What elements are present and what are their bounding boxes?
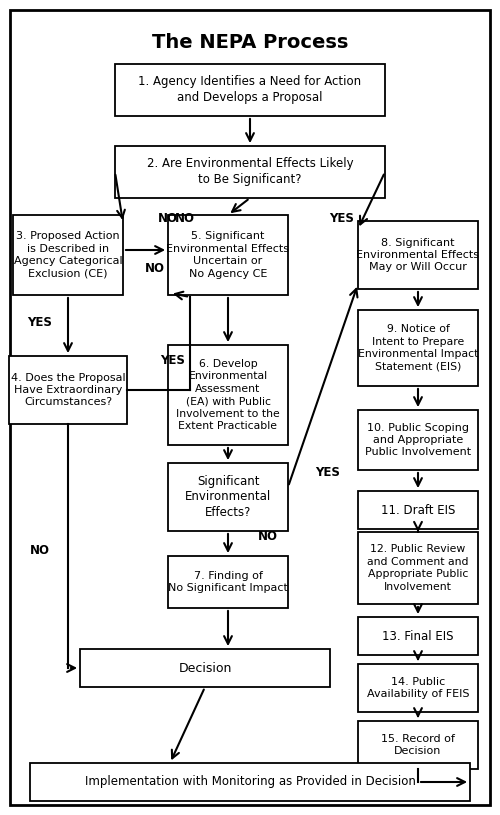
Text: 2. Are Environmental Effects Likely
to Be Significant?: 2. Are Environmental Effects Likely to B… [146,157,354,187]
Text: NO: NO [175,212,195,224]
Text: 10. Public Scoping
and Appropriate
Public Involvement: 10. Public Scoping and Appropriate Publi… [365,423,471,457]
Bar [168,556,288,608]
Text: YES: YES [160,354,185,367]
Text: 13. Final EIS: 13. Final EIS [382,629,454,642]
Bar [168,345,288,445]
Text: YES: YES [315,465,340,478]
Text: 11. Draft EIS: 11. Draft EIS [381,504,455,517]
Bar [358,664,478,712]
Text: 9. Notice of
Intent to Prepare
Environmental Impact
Statement (EIS): 9. Notice of Intent to Prepare Environme… [358,324,478,372]
Text: 14. Public
Availability of FEIS: 14. Public Availability of FEIS [367,676,469,699]
Bar [358,410,478,470]
Text: NO: NO [145,262,165,275]
Bar [168,463,288,531]
Text: 3. Proposed Action
is Described in
Agency Categorical
Exclusion (CE): 3. Proposed Action is Described in Agenc… [14,231,122,279]
Text: NO: NO [30,544,50,557]
Text: YES: YES [330,212,354,224]
Bar [80,649,330,687]
Bar [168,215,288,295]
Text: Significant
Environmental
Effects?: Significant Environmental Effects? [185,474,271,519]
Text: 1. Agency Identifies a Need for Action
and Develops a Proposal: 1. Agency Identifies a Need for Action a… [138,76,362,104]
Bar [115,64,385,116]
Bar [115,146,385,198]
Text: 12. Public Review
and Comment and
Appropriate Public
Involvement: 12. Public Review and Comment and Approp… [367,544,469,592]
Text: 4. Does the Proposal
Have Extraordinary
Circumstances?: 4. Does the Proposal Have Extraordinary … [10,372,126,408]
Bar [358,221,478,289]
Bar [358,721,478,769]
Bar [358,310,478,386]
Text: 7. Finding of
No Significant Impact: 7. Finding of No Significant Impact [168,570,288,593]
Text: NO: NO [258,530,278,543]
Text: 5. Significant
Environmental Effects
Uncertain or
No Agency CE: 5. Significant Environmental Effects Unc… [166,231,290,279]
Text: 8. Significant
Environmental Effects
May or Will Occur: 8. Significant Environmental Effects May… [356,238,480,272]
Text: YES: YES [28,315,52,328]
Bar [358,532,478,604]
Text: NO: NO [158,212,178,224]
Bar [358,617,478,655]
Text: 6. Develop
Environmental
Assessment
(EA) with Public
Involvement to the
Extent P: 6. Develop Environmental Assessment (EA)… [176,359,280,431]
Bar [13,215,123,295]
Bar [358,491,478,529]
Text: Implementation with Monitoring as Provided in Decision: Implementation with Monitoring as Provid… [84,776,415,788]
Text: 15. Record of
Decision: 15. Record of Decision [381,734,455,756]
Bar [9,356,127,424]
Text: Decision: Decision [178,662,232,675]
Bar [30,763,470,801]
Text: The NEPA Process: The NEPA Process [152,33,348,51]
